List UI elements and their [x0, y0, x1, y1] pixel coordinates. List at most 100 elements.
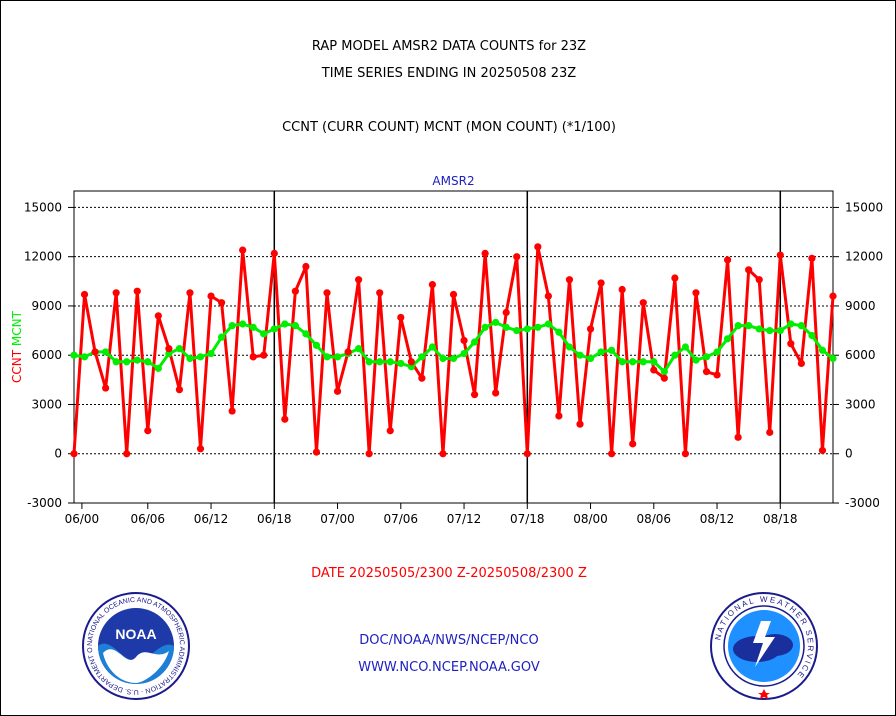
ccnt-point — [534, 243, 542, 251]
ccnt-point — [565, 276, 574, 284]
mcnt-point — [439, 354, 447, 363]
ccnt-point — [80, 290, 89, 299]
ccnt-point — [112, 289, 120, 297]
mcnt-point — [818, 346, 827, 354]
mcnt-point — [407, 363, 415, 371]
ccnt-point — [787, 340, 795, 348]
mcnt-point — [312, 341, 321, 349]
ccnt-point — [470, 391, 479, 399]
ccnt-point — [555, 412, 563, 420]
y-tick-label-right: -3000 — [845, 496, 880, 510]
noaa-logo: NOAA NATIONAL OCEANIC AND ATMOSPHERIC AD… — [81, 591, 190, 700]
mcnt-point — [186, 354, 194, 363]
mcnt-point — [323, 353, 331, 361]
ccnt-point — [344, 348, 352, 356]
x-tick-label: 06/00 — [65, 512, 100, 526]
mcnt-point — [576, 351, 584, 359]
plot-frame — [73, 190, 834, 504]
ccnt-point — [376, 289, 384, 297]
mcnt-point — [565, 343, 574, 351]
noaa-text: NOAA — [115, 626, 156, 642]
ccnt-point — [808, 254, 816, 262]
y-tick-label-right: 12000 — [845, 250, 883, 264]
mcnt-point — [629, 358, 637, 366]
mcnt-point — [734, 322, 742, 330]
ccnt-point — [260, 351, 268, 359]
mcnt-point — [618, 358, 626, 366]
main-title: RAP MODEL AMSR2 DATA COUNTS for 23Z — [311, 39, 587, 54]
date-range-label: DATE 20250505/2300 Z-20250508/2300 Z — [311, 566, 587, 581]
mcnt-point — [260, 330, 268, 338]
ccnt-point — [766, 428, 774, 436]
ccnt-point — [702, 368, 711, 376]
ccnt-point — [481, 249, 489, 257]
ccnt-point — [660, 374, 668, 382]
mcnt-point — [123, 358, 131, 366]
ccnt-point — [818, 446, 827, 455]
ccnt-point — [281, 415, 289, 423]
ccnt-point — [165, 345, 173, 353]
mcnt-point — [608, 346, 616, 354]
y-tick-label-left: 6000 — [31, 348, 62, 362]
x-tick-label: 07/12 — [447, 512, 482, 526]
mcnt-point — [165, 349, 173, 358]
x-tick-label: 07/06 — [383, 512, 418, 526]
mcnt-point — [787, 320, 795, 328]
ccnt-point — [586, 325, 595, 333]
y-axis-label-ccnt: CCNT — [10, 346, 24, 383]
x-tick-label: 08/12 — [700, 512, 735, 526]
mcnt-point — [249, 323, 257, 331]
ccnt-point — [154, 312, 162, 320]
ccnt-point — [102, 384, 110, 392]
nws-logo: NATIONAL WEATHER SERVICE — [710, 592, 818, 700]
mcnt-point — [597, 348, 605, 356]
ccnt-point — [513, 253, 521, 261]
mcnt-point — [534, 323, 542, 331]
mcnt-point — [386, 358, 394, 366]
chart-title: AMSR2 — [432, 174, 474, 188]
y-tick-label-left: 9000 — [31, 299, 62, 313]
mcnt-point — [755, 325, 763, 333]
y-tick-label-right: 0 — [845, 447, 853, 461]
mcnt-point — [196, 353, 205, 361]
ccnt-point — [492, 389, 500, 397]
y-axis-label: CCNT MCNT — [10, 310, 24, 383]
mcnt-point — [745, 322, 753, 330]
mcnt-point — [681, 343, 690, 351]
ccnt-point — [734, 433, 742, 441]
mcnt-point — [102, 348, 110, 356]
mcnt-point — [776, 326, 784, 335]
mcnt-point — [671, 351, 679, 359]
mcnt-point — [797, 322, 805, 330]
ccnt-point — [70, 450, 78, 458]
mcnt-point — [144, 358, 152, 366]
mcnt-point — [723, 335, 732, 343]
y-tick-label-left: 12000 — [24, 250, 62, 264]
mcnt-point — [133, 356, 141, 364]
mcnt-point — [449, 354, 458, 363]
mcnt-point — [492, 318, 500, 326]
ccnt-point — [650, 366, 658, 374]
ccnt-point — [671, 274, 679, 282]
website-label: WWW.NCO.NCEP.NOAA.GOV — [358, 660, 540, 675]
ccnt-point — [576, 420, 584, 428]
y-tick-label-left: -3000 — [27, 496, 62, 510]
mcnt-point — [650, 358, 658, 366]
x-tick-label: 06/12 — [194, 512, 229, 526]
ccnt-point — [439, 450, 447, 458]
ccnt-point — [133, 287, 141, 295]
mcnt-point — [217, 333, 226, 341]
mcnt-point — [397, 359, 405, 368]
y-tick-label-left: 3000 — [31, 397, 62, 411]
y-tick-label-right: 6000 — [845, 348, 876, 362]
sub-title: TIME SERIES ENDING IN 20250508 23Z — [321, 66, 577, 81]
ccnt-point — [123, 450, 131, 458]
ccnt-point — [544, 292, 552, 300]
x-tick-label: 08/00 — [573, 512, 608, 526]
ccnt-point — [365, 450, 373, 458]
ccnt-point — [407, 358, 415, 366]
ccnt-point — [681, 450, 690, 458]
ccnt-point — [723, 256, 732, 264]
